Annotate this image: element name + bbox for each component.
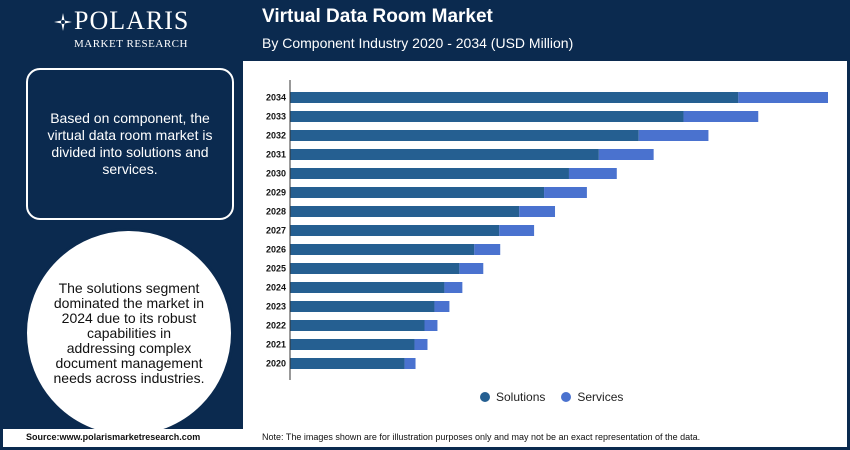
y-tick-labels: 2034 2033 2032 2031 2030 2029 2028 2027 2026 2025… [266, 93, 286, 369]
y-tick-label-2032: 2032 [266, 131, 286, 141]
bar-services-2033 [683, 111, 759, 122]
bar-solutions-2026 [290, 244, 475, 255]
logo-subtitle: MARKET RESEARCH [74, 38, 188, 50]
y-tick-label-2023: 2023 [266, 302, 286, 312]
footer [3, 429, 847, 447]
bar-solutions-2023 [290, 301, 435, 312]
bar-services-2021 [414, 339, 428, 350]
highlight-circle: The solutions segment dominated the mark… [24, 228, 234, 438]
y-tick-label-2031: 2031 [266, 150, 286, 160]
bar-solutions-2020 [290, 358, 405, 369]
bar-solutions-2028 [290, 206, 520, 217]
y-tick-label-2021: 2021 [266, 340, 286, 350]
bar-services-2034 [738, 92, 828, 103]
bar-solutions-2022 [290, 320, 425, 331]
chart-legend: Solutions Services [480, 390, 623, 404]
y-tick-label-2033: 2033 [266, 112, 286, 122]
bars-group [290, 92, 828, 369]
bar-solutions-2032 [290, 130, 639, 141]
stacked-bar-chart: 2034 2033 2032 2031 2030 2029 2028 2027 2026 2025… [266, 80, 828, 380]
legend-services-swatch [561, 392, 572, 402]
bar-solutions-2024 [290, 282, 445, 293]
source-text: Source:www.polarismarketresearch.com [26, 432, 201, 442]
bar-solutions-2033 [290, 111, 684, 122]
bar-services-2032 [638, 130, 709, 141]
y-tick-label-2030: 2030 [266, 169, 286, 179]
logo-text: POLARIS [74, 6, 190, 35]
component-description-box: Based on component, the virtual data roo… [26, 68, 234, 220]
legend-solutions-label: Solutions [496, 390, 546, 404]
bar-services-2031 [598, 149, 654, 160]
bar-services-2024 [444, 282, 463, 293]
bar-services-2030 [568, 168, 617, 179]
legend-solutions-swatch [480, 392, 490, 402]
bar-solutions-2034 [290, 92, 739, 103]
component-description-text: Based on component, the virtual data roo… [47, 110, 213, 177]
legend-item-solutions: Solutions [480, 390, 545, 404]
disclaimer-note: Note: The images shown are for illustrat… [262, 432, 701, 442]
bar-solutions-2025 [290, 263, 460, 274]
y-tick-label-2020: 2020 [266, 359, 286, 369]
legend-services-label: Services [577, 390, 624, 404]
compass-star-icon [54, 13, 72, 31]
bar-solutions-2021 [290, 339, 415, 350]
y-tick-label-2029: 2029 [266, 188, 286, 198]
legend-item-services: Services [561, 390, 623, 404]
bar-services-2027 [499, 225, 535, 236]
bar-solutions-2031 [290, 149, 599, 160]
chart-title: Virtual Data Room Market [262, 6, 493, 27]
y-tick-label-2022: 2022 [266, 321, 286, 331]
bar-solutions-2027 [290, 225, 500, 236]
bar-services-2028 [519, 206, 556, 217]
bar-solutions-2030 [290, 168, 569, 179]
highlight-circle-text: The solutions segment dominated the mark… [53, 279, 205, 386]
y-tick-label-2034: 2034 [266, 93, 286, 103]
bar-solutions-2029 [290, 187, 545, 198]
polaris-logo: POLARIS MARKET RESEARCH [48, 6, 208, 52]
bar-services-2029 [544, 187, 587, 198]
y-tick-label-2027: 2027 [266, 226, 286, 236]
bar-services-2026 [474, 244, 501, 255]
bar-services-2020 [404, 358, 416, 369]
y-tick-label-2025: 2025 [266, 264, 286, 274]
y-tick-label-2024: 2024 [266, 283, 286, 293]
header-band [3, 3, 847, 61]
bar-services-2025 [459, 263, 484, 274]
bar-services-2023 [434, 301, 450, 312]
y-tick-label-2026: 2026 [266, 245, 286, 255]
chart-subtitle: By Component Industry 2020 - 2034 (USD M… [262, 35, 574, 51]
bar-services-2022 [424, 320, 438, 331]
y-tick-label-2028: 2028 [266, 207, 286, 217]
